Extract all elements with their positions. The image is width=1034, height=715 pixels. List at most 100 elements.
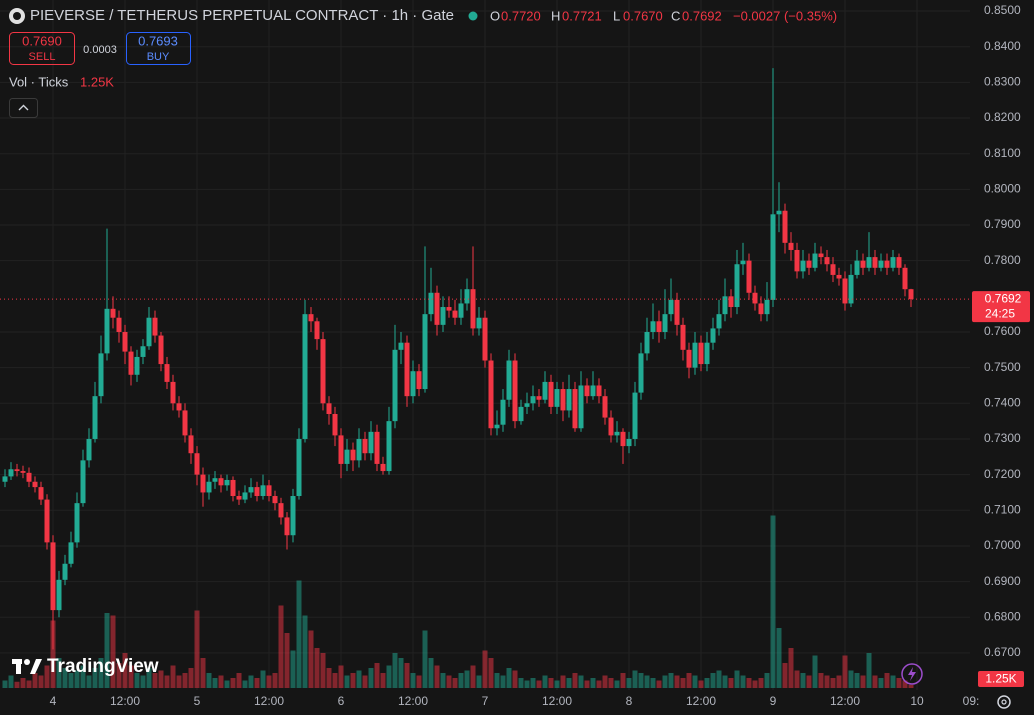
candle-body: [608, 417, 614, 436]
volume-bar: [86, 675, 92, 688]
candle-body: [722, 296, 728, 315]
volume-bar: [128, 665, 134, 688]
candle-body: [764, 299, 770, 315]
candle-body: [428, 292, 434, 315]
volume-bar: [140, 675, 146, 688]
candle-body: [404, 342, 410, 397]
brand-name: TradingView: [47, 656, 159, 677]
volume-bar: [770, 515, 776, 688]
volume-bar: [884, 673, 890, 688]
y-tick-label: 0.8000: [984, 182, 1021, 196]
volume-bar: [626, 678, 632, 688]
candle-body: [770, 214, 776, 300]
candle-body: [494, 424, 500, 429]
volume-bar: [284, 633, 290, 688]
volume-bar: [158, 670, 164, 688]
volume-bar: [2, 680, 8, 688]
buy-price[interactable]: 0.7693: [138, 33, 178, 48]
y-tick-label: 0.8300: [984, 75, 1021, 89]
volume-bar: [878, 678, 884, 688]
buy-label[interactable]: BUY: [147, 51, 170, 63]
volume-bar: [404, 663, 410, 688]
candle-body: [704, 342, 710, 365]
volume-bar: [116, 663, 122, 688]
candle-body: [572, 389, 578, 429]
candle-body: [92, 396, 98, 439]
y-tick-label: 0.7400: [984, 395, 1021, 409]
x-tick-label: 12:00: [398, 694, 428, 708]
candle-body: [458, 303, 464, 318]
y-tick-label: 0.7200: [984, 467, 1021, 481]
candle-body: [578, 385, 584, 429]
candle-body: [500, 399, 506, 425]
candle-body: [104, 308, 110, 354]
candle-body: [326, 403, 332, 414]
countdown: 24:25: [985, 306, 1015, 320]
candle-body: [824, 257, 830, 265]
volume-bar: [308, 630, 314, 688]
candle-body: [452, 310, 458, 318]
legend-change: −0.0027 (−0.35%): [733, 8, 837, 23]
volume-bar: [68, 673, 74, 688]
volume-bar: [290, 650, 296, 688]
candle-body: [482, 317, 488, 361]
volume-bar: [560, 675, 566, 688]
volume-bar: [50, 620, 56, 688]
volume-legend-value: 1.25K: [80, 74, 114, 89]
volume-bar: [398, 658, 404, 688]
legend-value: 0.7720: [501, 8, 541, 23]
collapse-icon[interactable]: [18, 104, 29, 111]
volume-bar: [488, 658, 494, 688]
volume-bar: [440, 673, 446, 688]
candle-body: [344, 449, 350, 464]
volume-bar: [416, 675, 422, 688]
lightning-button[interactable]: [901, 663, 923, 685]
lightning-icon[interactable]: [908, 667, 916, 681]
candle-body: [200, 474, 206, 493]
volume-bar: [458, 673, 464, 688]
volume-bar: [638, 673, 644, 688]
sell-label[interactable]: SELL: [29, 51, 56, 63]
x-tick-label: 8: [626, 694, 633, 708]
volume-bar: [788, 648, 794, 688]
x-tick-label: 12:00: [110, 694, 140, 708]
sell-price[interactable]: 0.7690: [22, 33, 62, 48]
volume-bar: [452, 678, 458, 688]
settings-button[interactable]: [997, 695, 1011, 709]
volume-bar: [656, 680, 662, 688]
y-tick-label: 0.6700: [984, 645, 1021, 659]
candle-body: [854, 260, 860, 275]
candle-body: [194, 453, 200, 475]
candle-body: [788, 242, 794, 250]
candle-body: [794, 249, 800, 272]
volume-bar: [722, 675, 728, 688]
volume-bar: [266, 675, 272, 688]
legend-value: 0.7721: [562, 8, 602, 23]
x-tick-label: 12:00: [830, 694, 860, 708]
volume-bar: [536, 680, 542, 688]
buy-button[interactable]: [126, 32, 191, 65]
volume-bar: [98, 658, 104, 688]
volume-bar: [44, 665, 50, 688]
collapse-button[interactable]: [9, 98, 38, 118]
candle-body: [260, 485, 266, 497]
volume-bar: [506, 668, 512, 688]
candle-body: [656, 321, 662, 332]
candle-body: [818, 253, 824, 258]
volume-bar: [572, 673, 578, 688]
candle-body: [110, 308, 116, 318]
volume-bar: [236, 673, 242, 688]
candle-body: [290, 496, 296, 536]
volume-bar: [188, 668, 194, 688]
candle-body: [506, 360, 512, 400]
candle-body: [212, 478, 218, 482]
spread: 0.0003: [83, 44, 117, 56]
sell-button[interactable]: [9, 32, 75, 65]
volume-bar: [530, 678, 536, 688]
volume-bar: [62, 668, 68, 688]
candle-body: [734, 264, 740, 308]
axis-layer: 0.8500 0.8400 0.8300 0.8200 0.8100 0.8000 0.79…: [0, 3, 1030, 708]
settings-icon[interactable]: [1001, 699, 1007, 705]
volume-axis-box: [978, 671, 1024, 687]
